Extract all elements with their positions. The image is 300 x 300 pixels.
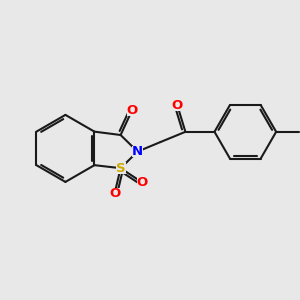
FancyBboxPatch shape	[127, 105, 137, 116]
Text: O: O	[126, 104, 138, 117]
Text: N: N	[132, 145, 143, 158]
Text: O: O	[137, 176, 148, 189]
Text: S: S	[116, 162, 125, 175]
Text: O: O	[109, 187, 120, 200]
FancyBboxPatch shape	[110, 188, 120, 200]
FancyBboxPatch shape	[172, 100, 182, 111]
FancyBboxPatch shape	[137, 177, 148, 188]
FancyBboxPatch shape	[116, 162, 126, 174]
Text: O: O	[172, 99, 183, 112]
FancyBboxPatch shape	[132, 146, 143, 157]
